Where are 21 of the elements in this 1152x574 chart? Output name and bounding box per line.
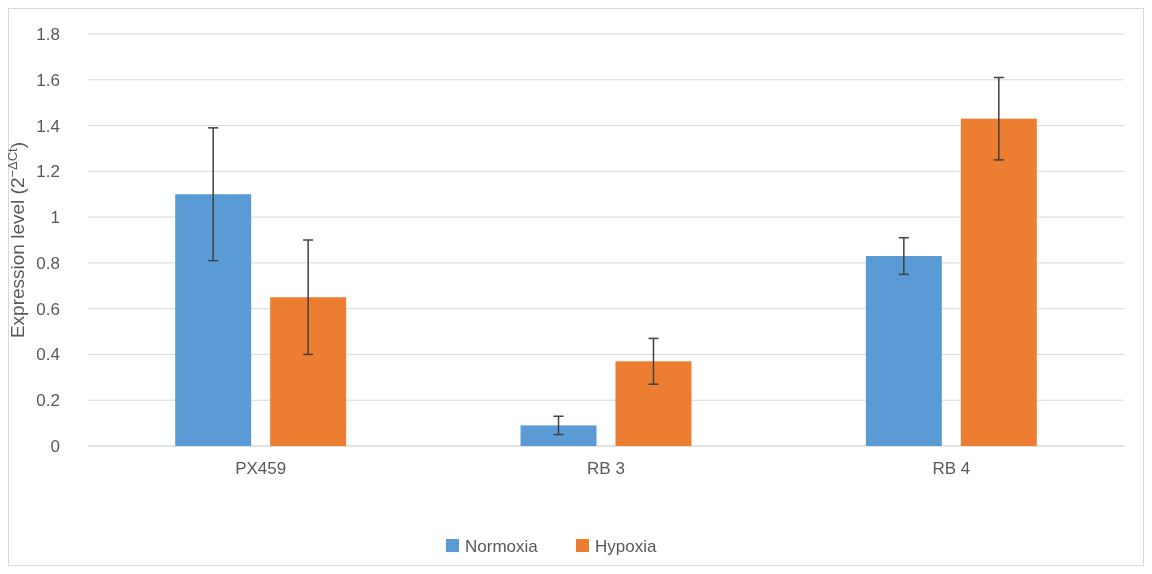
y-tick-label: 0.2	[36, 391, 60, 411]
y-tick-label: 1	[50, 208, 60, 228]
y-tick-label: 0.8	[36, 253, 60, 273]
y-tick-label: 1.6	[36, 70, 60, 90]
y-tick-label: 0	[50, 436, 60, 456]
bar	[175, 194, 252, 446]
bar	[865, 256, 942, 446]
x-tick-label: RB 3	[587, 459, 625, 478]
x-tick-label: PX459	[235, 459, 287, 478]
y-tick-label: 1.8	[36, 24, 60, 44]
y-tick-label: 0.6	[36, 299, 60, 319]
bar	[615, 361, 692, 446]
legend-label: Hypoxia	[595, 536, 657, 556]
bar	[270, 297, 347, 446]
bar	[960, 118, 1037, 446]
x-tick-label: RB 4	[932, 459, 971, 478]
legend-label: Normoxia	[465, 536, 539, 556]
y-tick-label: 1.4	[36, 116, 60, 136]
y-tick-label: 0.4	[36, 345, 60, 365]
y-tick-label: 1.2	[36, 162, 60, 182]
bar	[520, 425, 597, 446]
